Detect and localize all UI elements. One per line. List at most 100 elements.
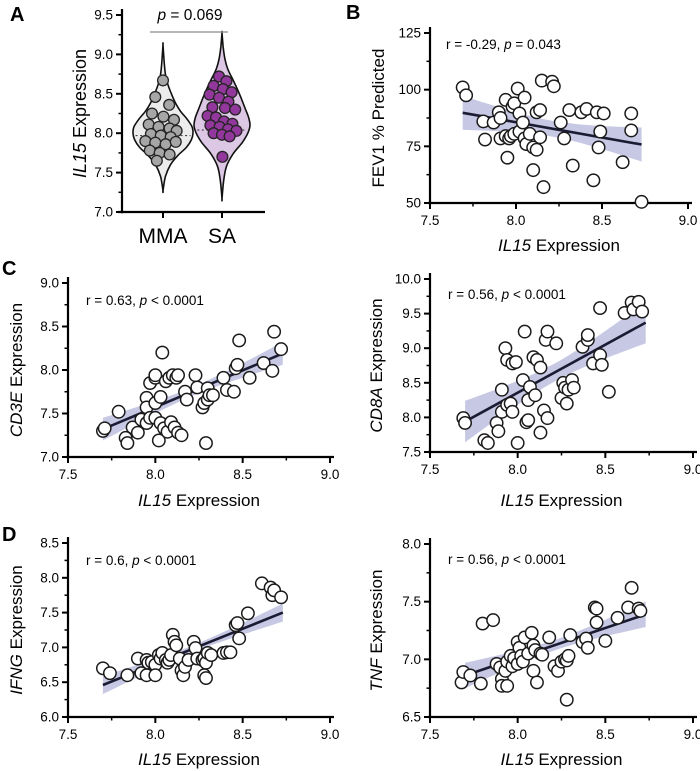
svg-text:7.5: 7.5 <box>94 165 113 180</box>
correlation-annotation: r = 0.6, p < 0.0001 <box>86 553 196 568</box>
x-axis-title: IL15 Expression <box>501 491 623 510</box>
y-axis: 7.0 7.5 8.0 8.5 9.0 9.5 <box>94 8 124 220</box>
panel-label-a: A <box>10 4 25 26</box>
data-points <box>95 576 289 685</box>
svg-text:8.0: 8.0 <box>507 213 526 228</box>
x-axis: 7.5 8.0 8.5 9.0 <box>421 201 698 228</box>
svg-text:10.0: 10.0 <box>395 272 421 287</box>
x-axis: 7.5 8.0 8.5 9.0 <box>59 455 340 482</box>
svg-text:7.0: 7.0 <box>40 640 59 655</box>
correlation-annotation: r = 0.56, p < 0.0001 <box>448 287 566 302</box>
svg-text:7.0: 7.0 <box>94 205 113 220</box>
y-axis: 50 75 100 125 <box>398 26 432 211</box>
panel-label-b: B <box>346 2 361 24</box>
x-axis: 7.5 8.0 8.5 9.0 <box>421 715 700 742</box>
data-points <box>95 324 289 451</box>
violin-mma <box>132 42 194 194</box>
svg-text:8.5: 8.5 <box>593 213 612 228</box>
violin-plot-il15-mma-vs-sa: 7.0 7.5 8.0 8.5 9.0 9.5 MMA SA p = 0.069 IL15 Exp… <box>70 7 265 248</box>
svg-text:8.0: 8.0 <box>40 570 59 585</box>
correlation-annotation: r = -0.29, p = 0.043 <box>446 37 561 52</box>
svg-text:7.5: 7.5 <box>421 462 440 477</box>
svg-text:8.5: 8.5 <box>596 462 615 477</box>
violin-dots <box>201 70 243 163</box>
svg-text:7.5: 7.5 <box>59 467 78 482</box>
svg-text:6.5: 6.5 <box>402 710 421 725</box>
svg-text:7.5: 7.5 <box>402 445 421 460</box>
y-axis-title: TNF Expression <box>367 570 386 692</box>
y-axis: 6.0 6.5 7.0 7.5 8.0 8.5 <box>40 536 70 725</box>
p-value-annotation: p = 0.069 <box>156 7 222 24</box>
svg-text:9.0: 9.0 <box>402 341 421 356</box>
y-axis-title: IFNG Expression <box>7 565 26 694</box>
svg-text:8.5: 8.5 <box>40 319 59 334</box>
svg-text:8.5: 8.5 <box>94 86 113 101</box>
scatter-cd3e-vs-il15: 7.07.58.08.59.07.5 8.0 8.5 9.0r = 0.63, p <… <box>7 276 340 511</box>
scatter-fev1-vs-il15: 50 75 100 125 7.5 8.0 8.5 9.0 r = -0.29, p = 0.0… <box>369 26 698 256</box>
x-axis: 7.5 8.0 8.5 9.0 <box>421 450 700 477</box>
svg-text:6.0: 6.0 <box>40 710 59 725</box>
scatter-tnf-vs-il15: 6.5 7.0 7.5 8.0 7.5 8.0 8.5 9.0 r = 0.56, p < 0.… <box>367 537 700 770</box>
svg-text:9.0: 9.0 <box>684 727 700 742</box>
category-label-mma: MMA <box>139 225 188 248</box>
svg-text:8.0: 8.0 <box>146 467 165 482</box>
violin-dots <box>139 74 183 167</box>
svg-text:7.5: 7.5 <box>402 594 421 609</box>
svg-text:9.0: 9.0 <box>40 276 59 291</box>
svg-text:7.5: 7.5 <box>421 727 440 742</box>
y-axis: 6.5 7.0 7.5 8.0 <box>402 537 432 725</box>
x-axis-title: IL15 Expression <box>138 491 260 510</box>
svg-text:9.0: 9.0 <box>679 213 698 228</box>
svg-text:9.5: 9.5 <box>94 8 113 23</box>
svg-text:7.5: 7.5 <box>40 605 59 620</box>
x-axis-title: IL15 Expression <box>501 750 623 769</box>
svg-text:50: 50 <box>406 196 421 211</box>
data-points <box>456 294 650 450</box>
svg-text:9.0: 9.0 <box>321 467 340 482</box>
svg-text:6.5: 6.5 <box>40 675 59 690</box>
panel-label-c: C <box>2 258 17 280</box>
svg-text:8.5: 8.5 <box>233 467 252 482</box>
y-axis-title: FEV1 % Predicted <box>369 49 388 188</box>
svg-text:8.5: 8.5 <box>40 536 59 551</box>
svg-text:7.0: 7.0 <box>402 652 421 667</box>
svg-text:7.5: 7.5 <box>59 727 78 742</box>
svg-text:8.0: 8.0 <box>146 727 165 742</box>
svg-text:8.5: 8.5 <box>596 727 615 742</box>
svg-text:8.0: 8.0 <box>508 727 527 742</box>
correlation-annotation: r = 0.63, p < 0.0001 <box>86 293 204 308</box>
x-axis-title: IL15 Expression <box>138 750 260 769</box>
svg-text:8.0: 8.0 <box>94 126 113 141</box>
data-points <box>455 73 649 209</box>
svg-text:75: 75 <box>406 139 421 154</box>
svg-text:7.5: 7.5 <box>40 406 59 421</box>
correlation-annotation: r = 0.56, p < 0.0001 <box>448 552 566 567</box>
svg-text:125: 125 <box>398 26 421 41</box>
x-axis: 7.5 8.0 8.5 9.0 <box>59 715 340 742</box>
svg-text:100: 100 <box>398 82 421 97</box>
y-axis: 7.0 7.5 8.0 8.5 9.0 <box>40 276 70 465</box>
panel-label-d: D <box>2 524 17 546</box>
svg-text:7.5: 7.5 <box>421 213 440 228</box>
svg-text:8.0: 8.0 <box>508 462 527 477</box>
y-axis: 7.5 8.0 8.5 9.0 9.5 10.0 <box>395 272 432 460</box>
x-axis-title: IL15 Expression <box>498 236 620 255</box>
svg-text:8.0: 8.0 <box>40 363 59 378</box>
scatter-ifng-vs-il15: 6.0 6.5 7.0 7.5 8.0 8.5 7.5 8.0 8.5 9.0 r = 0.6, p… <box>7 536 340 770</box>
regression-line <box>464 321 647 423</box>
y-axis-title: CD3E Expression <box>7 303 26 437</box>
svg-text:9.0: 9.0 <box>684 462 700 477</box>
svg-text:8.5: 8.5 <box>233 727 252 742</box>
data-points <box>454 580 648 707</box>
y-axis-title: IL15 Expression <box>70 49 90 178</box>
svg-text:9.0: 9.0 <box>94 47 113 62</box>
violin-sa <box>193 30 251 202</box>
scatter-cd8a-vs-il15: 7.5 8.0 8.5 9.0 9.5 10.0 7.5 8.0 8.5 9.0 r = 0.56,… <box>367 272 700 511</box>
category-label-sa: SA <box>208 225 236 248</box>
svg-text:9.0: 9.0 <box>321 727 340 742</box>
svg-text:7.0: 7.0 <box>40 450 59 465</box>
svg-text:8.5: 8.5 <box>402 375 421 390</box>
y-axis-title: CD8A Expression <box>367 298 386 432</box>
svg-text:8.0: 8.0 <box>402 537 421 552</box>
